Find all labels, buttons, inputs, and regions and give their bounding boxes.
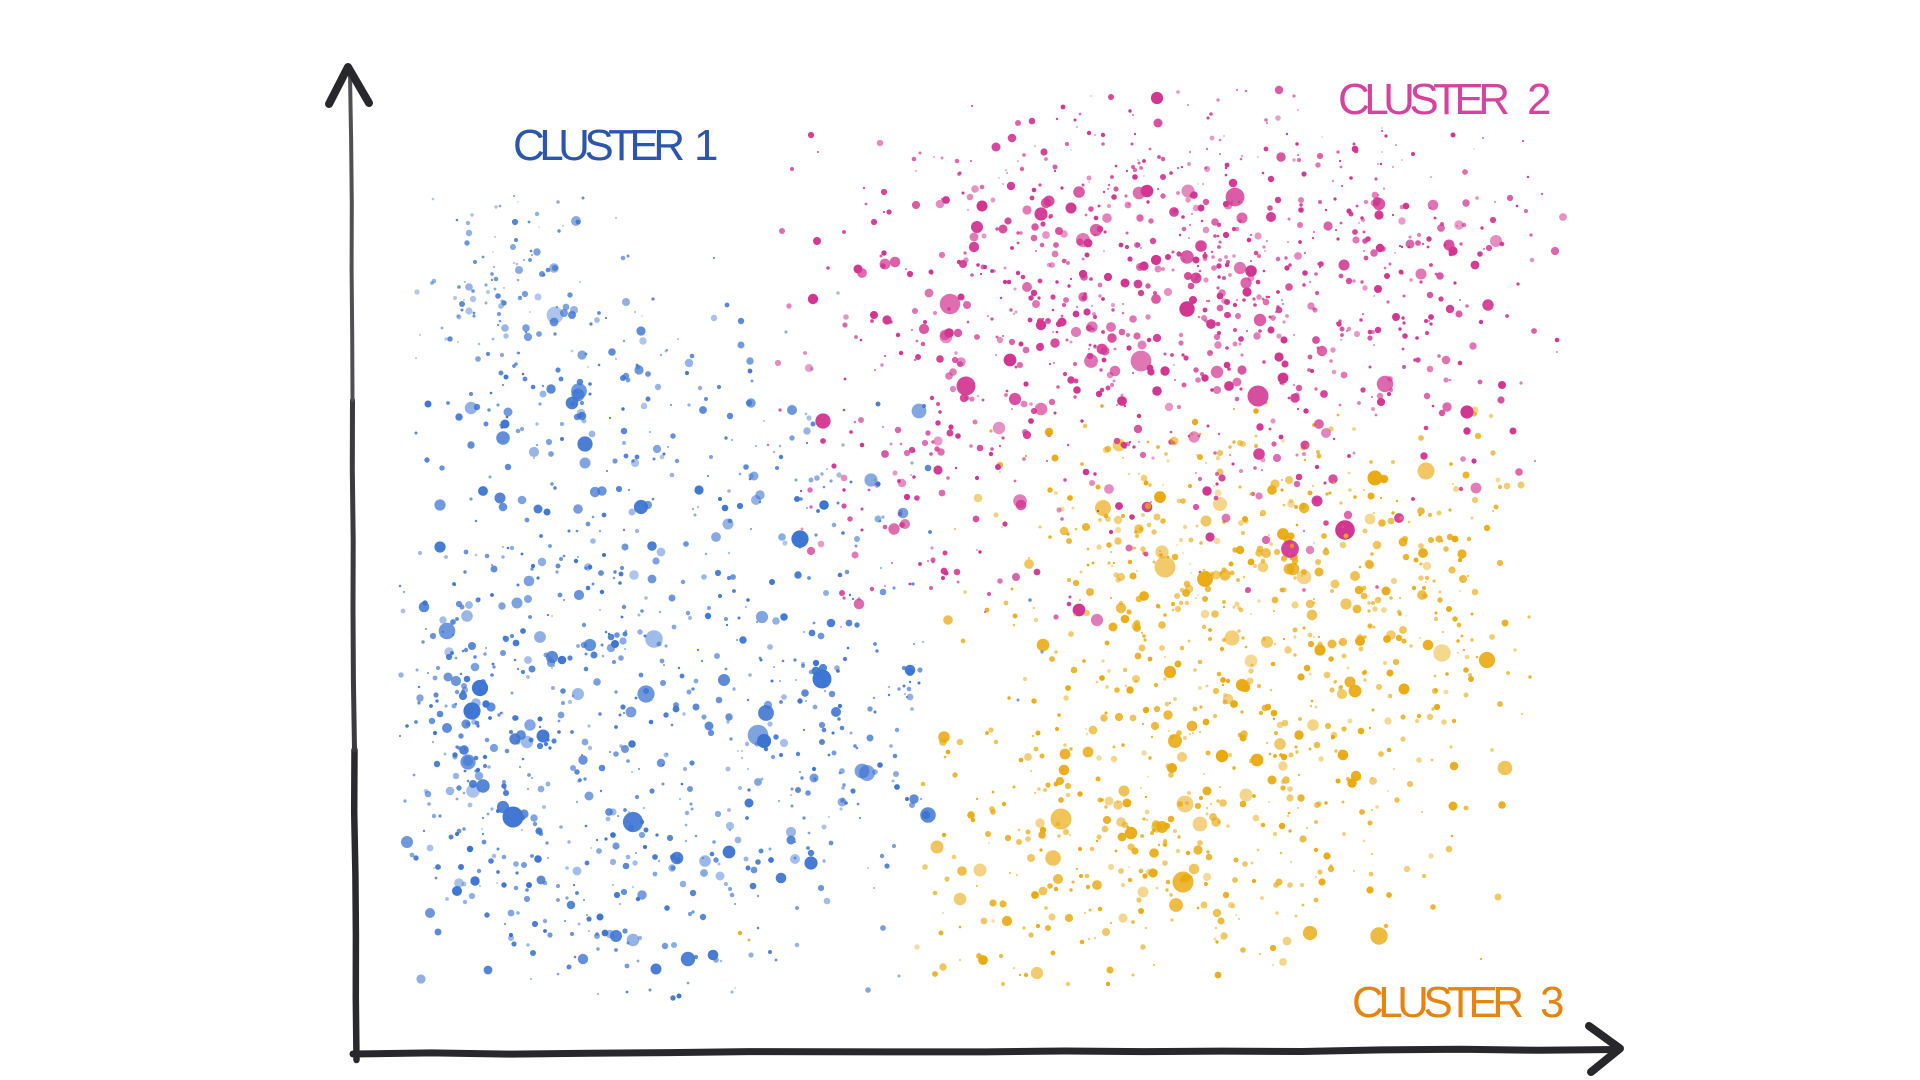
svg-text:CLUSTER: CLUSTER: [1352, 978, 1524, 1027]
svg-text:3: 3: [1540, 978, 1564, 1027]
svg-text:CLUSTER: CLUSTER: [513, 121, 685, 170]
svg-text:2: 2: [1527, 75, 1551, 124]
svg-text:CLUSTER: CLUSTER: [1338, 75, 1510, 124]
svg-text:1: 1: [694, 121, 718, 170]
